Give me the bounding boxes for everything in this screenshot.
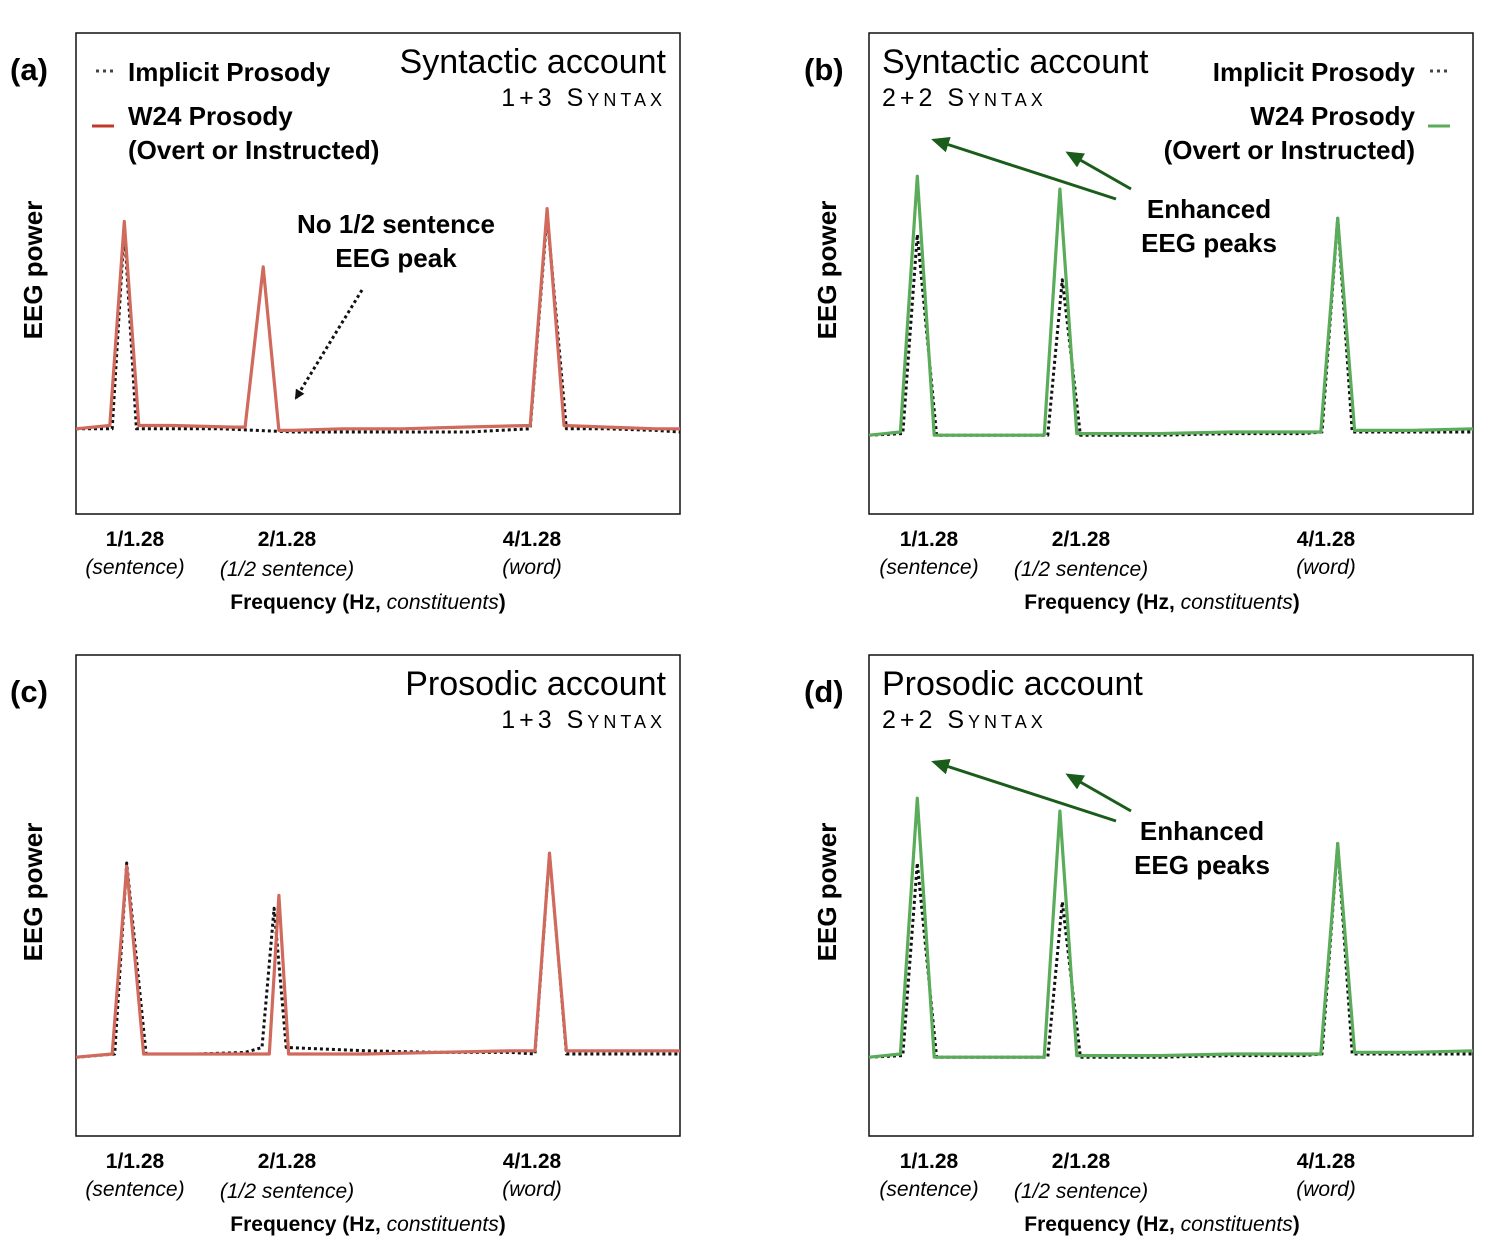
x-axis-label: Frequency (Hz, constituents)	[230, 591, 505, 614]
panel-c: (c) EEG power Prosodic account 1+3 Syntax 1/…	[10, 654, 681, 1236]
x-tick-label: 2/1.28	[258, 1150, 317, 1173]
series-line-implicit-prosody	[76, 213, 681, 434]
x-axis-label: Frequency (Hz, constituents)	[230, 1213, 505, 1236]
panel-letter: (b)	[804, 52, 844, 87]
x-tick-sublabel: (sentence)	[879, 556, 978, 579]
plot-frame	[868, 654, 1474, 1137]
annotation-arrow	[294, 289, 364, 400]
y-axis-label: EEG power	[18, 823, 48, 962]
y-axis-label: EEG power	[18, 201, 48, 340]
x-tick-sublabel: (word)	[502, 556, 562, 579]
plot-frame	[75, 32, 681, 515]
panel-b: (b) EEG power Syntactic account 2+2 Syntax I…	[804, 32, 1474, 614]
series-line-w24-prosody	[75, 207, 680, 432]
y-axis-label: EEG power	[812, 201, 842, 340]
chart-subtitle: 1+3 Syntax	[501, 84, 666, 112]
legend-label-w24: W24 Prosody	[128, 101, 293, 131]
x-tick-sublabel: (sentence)	[85, 556, 184, 579]
x-tick-label: 2/1.28	[1052, 1150, 1111, 1173]
legend-label-implicit: Implicit Prosody	[128, 57, 331, 87]
legend-label-w24: W24 Prosody	[1250, 101, 1415, 131]
annotation-arrow-2	[1065, 151, 1132, 191]
chart-subtitle: 1+3 Syntax	[501, 706, 666, 734]
chart-title: Prosodic account	[882, 665, 1143, 703]
x-tick-label: 4/1.28	[503, 528, 562, 551]
x-tick-sublabel: (word)	[1296, 1178, 1356, 1201]
annotation-line-1: Enhanced	[1140, 816, 1264, 846]
chart-title: Syntactic account	[400, 43, 667, 81]
annotation-line-2: EEG peaks	[1134, 850, 1270, 880]
x-tick-label: 1/1.28	[106, 528, 165, 551]
x-tick-label: 4/1.28	[1297, 528, 1356, 551]
x-tick-sublabel: (1/2 sentence)	[1014, 558, 1148, 581]
x-tick-label: 1/1.28	[106, 1150, 165, 1173]
x-axis-label: Frequency (Hz, constituents)	[1024, 591, 1299, 614]
chart-title: Syntactic account	[882, 43, 1149, 81]
plot-frame	[868, 32, 1474, 515]
chart-subtitle: 2+2 Syntax	[882, 706, 1047, 734]
legend: Implicit Prosody W24 Prosody (Overt or Ins…	[1164, 57, 1450, 165]
legend-label-implicit: Implicit Prosody	[1213, 57, 1416, 87]
annotation-line-2: EEG peaks	[1141, 228, 1277, 258]
series-line-implicit-prosody	[75, 851, 680, 1059]
x-tick-label: 2/1.28	[258, 528, 317, 551]
x-tick-sublabel: (sentence)	[85, 1178, 184, 1201]
plot-frame	[75, 654, 681, 1137]
x-tick-label: 4/1.28	[1297, 1150, 1356, 1173]
panel-d: (d) EEG power Prosodic account 2+2 Syntax En…	[804, 654, 1474, 1236]
x-tick-sublabel: (1/2 sentence)	[220, 558, 354, 581]
legend-label-w24-sub: (Overt or Instructed)	[128, 135, 379, 165]
x-tick-sublabel: (1/2 sentence)	[1014, 1180, 1148, 1203]
x-tick-label: 1/1.28	[900, 528, 959, 551]
annotation: No 1/2 sentence EEG peak	[294, 209, 495, 400]
legend-label-w24-sub: (Overt or Instructed)	[1164, 135, 1415, 165]
x-tick-sublabel: (sentence)	[879, 1178, 978, 1201]
x-axis-label: Frequency (Hz, constituents)	[1024, 1213, 1299, 1236]
x-tick-sublabel: (word)	[1296, 556, 1356, 579]
annotation-line-2: EEG peak	[335, 243, 457, 273]
annotation-arrow-1	[931, 137, 1117, 201]
x-tick-sublabel: (1/2 sentence)	[220, 1180, 354, 1203]
x-tick-label: 1/1.28	[900, 1150, 959, 1173]
panel-letter: (c)	[10, 674, 48, 709]
annotation-arrow-1	[931, 759, 1117, 823]
x-tick-label: 2/1.28	[1052, 528, 1111, 551]
panel-a: (a) EEG power Syntactic account 1+3 Syntax I…	[10, 32, 681, 614]
series-line-w24-prosody	[75, 851, 680, 1059]
annotation: Enhanced EEG peaks	[931, 137, 1277, 258]
panel-letter: (a)	[10, 52, 48, 87]
x-tick-sublabel: (word)	[502, 1178, 562, 1201]
annotation-line-1: No 1/2 sentence	[297, 209, 495, 239]
annotation-line-1: Enhanced	[1147, 194, 1271, 224]
annotation-arrow-2	[1065, 773, 1132, 813]
series-line-w24-prosody	[868, 174, 1474, 437]
y-axis-label: EEG power	[812, 823, 842, 962]
chart-subtitle: 2+2 Syntax	[882, 84, 1047, 112]
legend: Implicit Prosody W24 Prosody (Overt or Ins…	[92, 57, 379, 165]
series-line-w24-prosody	[868, 796, 1474, 1059]
annotation: Enhanced EEG peaks	[931, 759, 1270, 880]
chart-title: Prosodic account	[405, 665, 666, 703]
panel-letter: (d)	[804, 674, 844, 709]
x-tick-label: 4/1.28	[503, 1150, 562, 1173]
